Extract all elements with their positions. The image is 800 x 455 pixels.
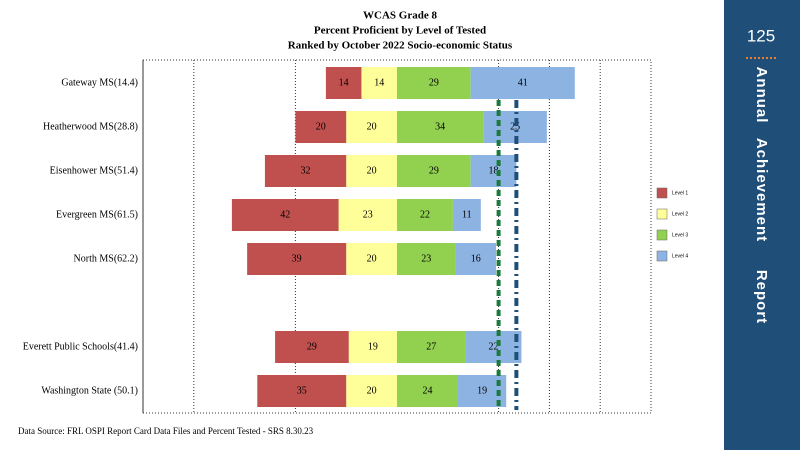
y-tick-label: Gateway MS(14.4) <box>61 77 138 88</box>
bar <box>346 375 397 407</box>
bar <box>465 331 522 363</box>
sidebar-word: Achievement <box>753 138 770 242</box>
chart-title: WCAS Grade 8 <box>363 10 437 22</box>
bar-label: 23 <box>421 253 431 264</box>
page-number: 125 <box>747 26 775 45</box>
bar <box>247 243 347 275</box>
bar <box>346 111 397 143</box>
y-tick-label: North MS(62.2) <box>74 253 138 264</box>
bar-label: 41 <box>518 77 528 88</box>
bar <box>295 111 347 143</box>
legend-label: Level 2 <box>672 211 688 217</box>
bar-label: 20 <box>367 121 377 132</box>
legend-swatch <box>656 187 668 199</box>
legend-swatch <box>656 250 668 262</box>
bar-label: 29 <box>429 77 439 88</box>
bar-label: 35 <box>297 385 307 396</box>
source: Data Source: FRL OSPI Report Card Data F… <box>18 426 314 436</box>
bar-label: 20 <box>316 121 326 132</box>
bar-label: 22 <box>420 209 430 220</box>
bar <box>397 111 484 143</box>
bar <box>257 375 347 407</box>
bar <box>348 331 397 363</box>
bar <box>397 331 466 363</box>
bar <box>346 155 397 187</box>
bar <box>455 243 497 275</box>
legend-label: Level 4 <box>672 253 688 259</box>
bar-label: 32 <box>301 165 311 176</box>
sidebar-text: 125 Annual Achievement Report <box>746 26 776 324</box>
sidebar-word: Report <box>753 270 770 324</box>
bar-label: 16 <box>471 253 481 264</box>
bar <box>361 67 397 99</box>
sidebar-word: Annual <box>753 67 770 124</box>
bar-label: 19 <box>368 341 378 352</box>
y-tick-label: Heatherwood MS(28.8) <box>43 121 138 132</box>
bar-label: 14 <box>374 77 384 88</box>
bar <box>397 375 458 407</box>
bar <box>325 67 362 99</box>
sidebar <box>724 0 800 450</box>
legend-swatch <box>656 208 668 220</box>
bar-label: 19 <box>477 385 487 396</box>
bar-label: 42 <box>280 209 290 220</box>
bar <box>470 67 575 99</box>
bar-label: 20 <box>367 385 377 396</box>
bar <box>231 199 339 231</box>
bar <box>346 243 397 275</box>
y-tick-label: Washington State (50.1) <box>41 385 138 396</box>
legend-label: Level 1 <box>672 190 688 196</box>
bar-label: 34 <box>435 121 445 132</box>
bar <box>264 155 347 187</box>
y-tick-label: Evergreen MS(61.5) <box>56 209 138 220</box>
bar-label: 29 <box>307 341 317 352</box>
bar-label: 39 <box>292 253 302 264</box>
bar-label: 23 <box>363 209 373 220</box>
bar-label: 29 <box>429 165 439 176</box>
bar <box>338 199 397 231</box>
chart-title: Percent Proficient by Level of Tested <box>314 25 486 37</box>
bar <box>275 331 349 363</box>
bar-label: 27 <box>426 341 436 352</box>
bar-label: 24 <box>422 385 432 396</box>
bar-label: 22 <box>489 341 499 352</box>
bar-label: 20 <box>367 253 377 264</box>
bar-label: 18 <box>489 165 499 176</box>
bar <box>470 155 517 187</box>
bar <box>397 155 471 187</box>
chart-title: Ranked by October 2022 Socio-economic St… <box>288 40 513 52</box>
y-tick-label: Eisenhower MS(51.4) <box>50 165 138 176</box>
bar-label: 14 <box>339 77 349 88</box>
bar <box>397 243 456 275</box>
bar <box>397 199 453 231</box>
legend-swatch <box>656 229 668 241</box>
y-tick-label: Everett Public Schools(41.4) <box>23 341 138 352</box>
bar <box>452 199 481 231</box>
legend-label: Level 3 <box>672 232 688 238</box>
bar-label: 11 <box>462 209 472 220</box>
bar-label: 25 <box>510 121 520 132</box>
bar <box>397 67 471 99</box>
bar-label: 20 <box>367 165 377 176</box>
